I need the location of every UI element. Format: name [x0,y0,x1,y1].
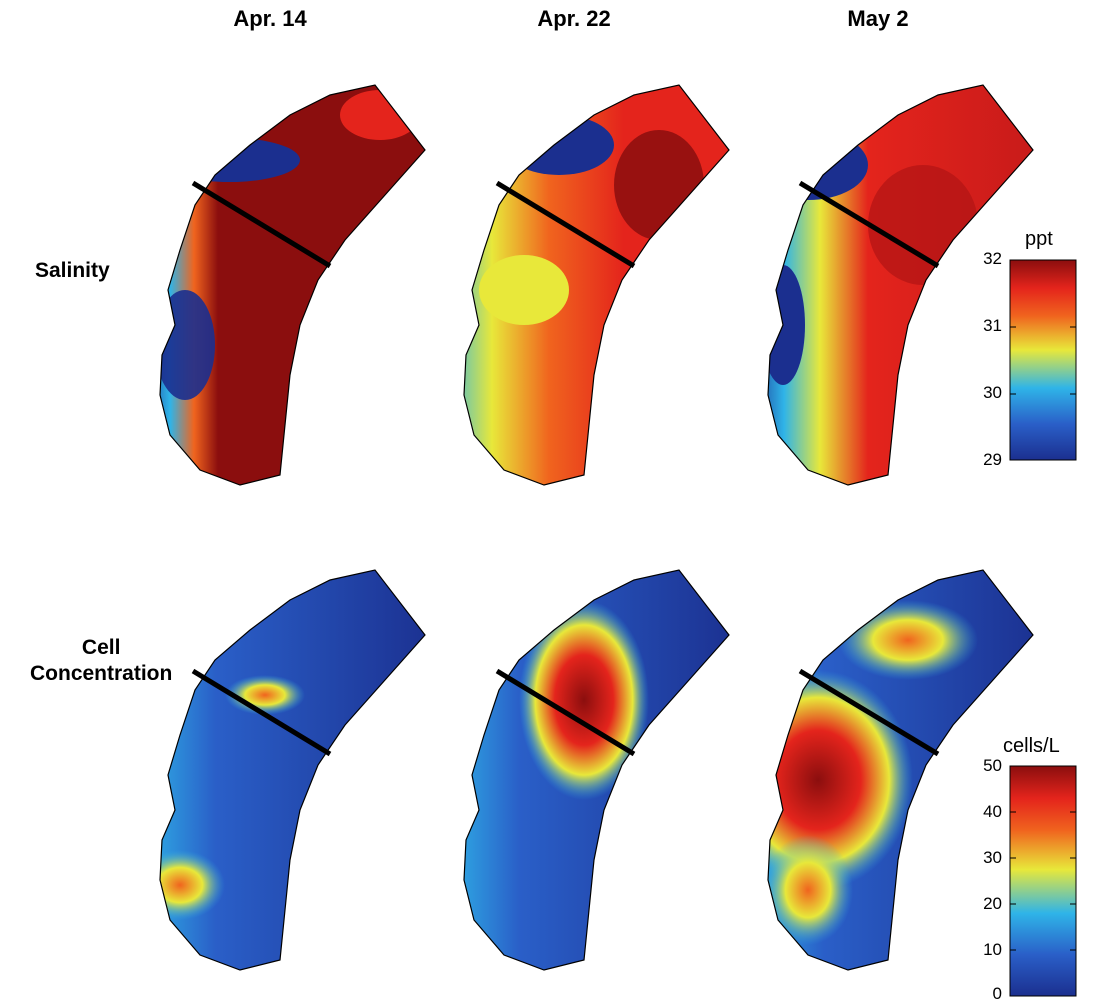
row-title-cell-concentration: Cell Concentration [30,635,172,687]
cells-tick: 40 [983,802,1002,821]
transect-line [798,180,940,269]
salinity-tick: 32 [983,249,1002,268]
transect-line [191,180,332,269]
salinity-map-apr-14 [159,84,426,486]
salinity-colorbar [1009,259,1077,461]
cells-tick: 30 [983,848,1002,867]
column-title-may-2: May 2 [847,6,909,31]
column-title-apr-22: Apr. 22 [537,6,611,31]
cells-tick: 50 [983,756,1002,775]
transect-line [191,668,332,757]
cells-map-may-2 [767,569,1034,971]
transect-lines [191,180,940,757]
cells-tick: 10 [983,940,1002,959]
cells-map-apr-22 [463,569,730,971]
cells-tick: 0 [992,984,1002,1003]
salinity-tick: 31 [983,316,1002,335]
cells-colorbar [1009,765,1077,997]
cells-tick: 20 [983,894,1002,913]
cells-map-apr-14 [159,569,426,971]
salinity-tick: 30 [983,383,1002,402]
cells-colorbar-unit: cells/L [1003,735,1060,757]
salinity-map-may-2 [767,84,1034,486]
salinity-map-apr-22 [463,84,730,486]
salinity-tick: 29 [983,450,1002,469]
salinity-colorbar-unit: ppt [1025,228,1053,250]
transect-line [495,180,636,269]
transect-line [495,668,636,757]
row-title-salinity: Salinity [35,259,110,282]
column-title-apr-14: Apr. 14 [233,6,307,31]
transect-line [798,668,940,757]
row-title-cell-line1: Cell [81,636,121,659]
row-title-cell-line2: Concentration [30,662,173,685]
